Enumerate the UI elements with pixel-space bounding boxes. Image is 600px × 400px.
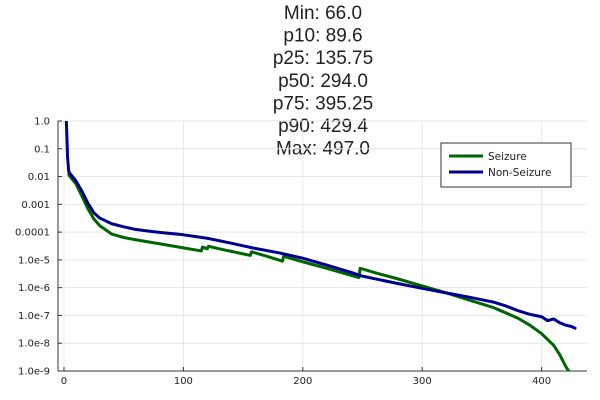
- legend-box: [440, 142, 572, 188]
- y-tick-label: 0.1: [34, 144, 50, 155]
- chart-series: [64, 121, 577, 371]
- chart-grid: [58, 120, 587, 372]
- y-tick-label: 1.0: [34, 117, 50, 128]
- x-tick-label: 100: [174, 376, 193, 387]
- legend-label: Seizure: [488, 151, 527, 163]
- y-tick-label: 1.0e-6: [18, 283, 50, 294]
- x-tick-label: 400: [532, 376, 551, 387]
- chart-legend: Seizure Non-Seizure: [440, 142, 572, 188]
- title-line: p75: 395.25: [273, 93, 373, 114]
- x-tick-label: 200: [293, 376, 312, 387]
- y-axis-ticks: 1.0e-9 1.0e-8 1.0e-7 1.0e-6 1.0e-5 0.0001 0.00…: [15, 117, 62, 378]
- title-line: p50: 294.0: [278, 71, 368, 92]
- y-tick-label: 1.0e-7: [18, 311, 50, 322]
- title-line: p90: 429.4: [278, 116, 368, 137]
- y-tick-label: 1.0e-5: [18, 255, 50, 266]
- series-line-non-seizure: [64, 121, 577, 330]
- x-tick-label: 300: [413, 376, 432, 387]
- x-tick-label: 0: [61, 376, 67, 387]
- y-tick-label: 0.0001: [15, 228, 50, 239]
- title-line: p10: 89.6: [283, 26, 362, 47]
- legend-label: Non-Seizure: [488, 167, 551, 179]
- y-tick-label: 1.0e-9: [18, 367, 50, 378]
- y-tick-label: 1.0e-8: [18, 339, 50, 350]
- chart-axes: [57, 121, 587, 372]
- title-line: Min: 66.0: [284, 3, 362, 24]
- y-tick-label: 0.01: [28, 172, 50, 183]
- title-line: p25: 135.75: [273, 48, 373, 69]
- x-axis-ticks: 0 100 200 300 400: [61, 367, 551, 387]
- series-line-seizure: [67, 172, 571, 371]
- y-tick-label: 0.001: [21, 200, 50, 211]
